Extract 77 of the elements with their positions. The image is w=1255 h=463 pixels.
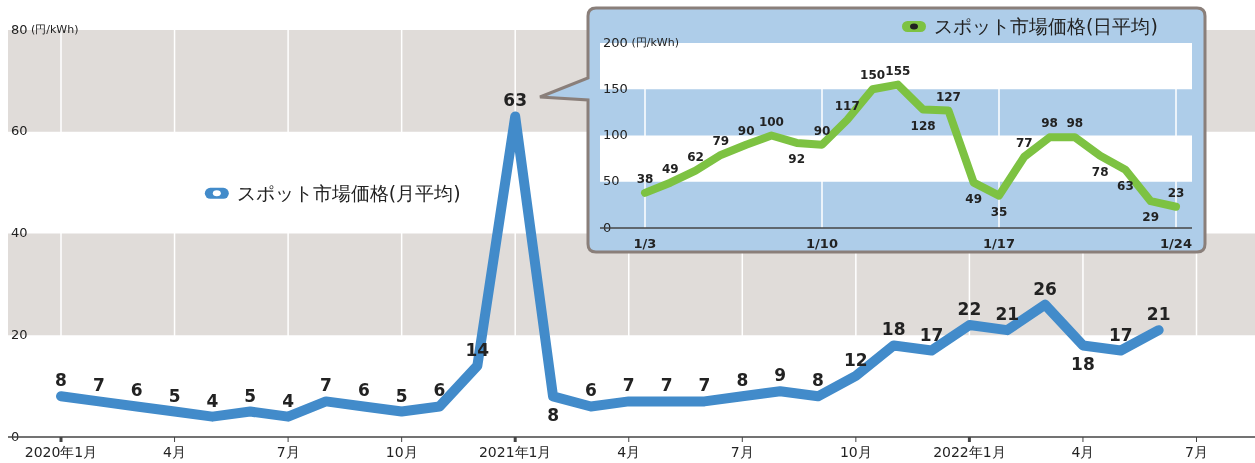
data-label: 17: [919, 324, 944, 345]
data-label: 98: [1041, 116, 1058, 131]
data-label: 21: [1146, 304, 1171, 325]
data-label: 128: [910, 118, 936, 133]
x-tick-label: 4月: [163, 444, 187, 460]
x-tick-label: 10月: [385, 444, 418, 460]
x-tick-label: 7月: [1185, 444, 1208, 460]
data-label: 79: [712, 133, 730, 148]
data-label: 29: [1142, 210, 1160, 225]
data-label: 78: [1091, 164, 1109, 179]
data-label: 12: [844, 349, 868, 370]
data-label: 4: [206, 390, 219, 411]
y-tick-label: 200: [603, 34, 628, 50]
data-label: 6: [584, 380, 597, 401]
data-label: 90: [813, 123, 831, 138]
data-label: 127: [935, 89, 961, 104]
x-tick-label: 1/17: [983, 236, 1015, 251]
data-label: 150: [860, 68, 886, 83]
data-label: 21: [995, 304, 1020, 325]
data-label: 4: [282, 390, 295, 411]
y-tick-label: 20: [11, 326, 28, 342]
data-label: 155: [885, 63, 911, 78]
data-label: 5: [395, 385, 408, 406]
data-label: 8: [812, 370, 824, 391]
x-tick-label: 2020年1月: [24, 444, 98, 460]
data-label: 92: [788, 151, 806, 166]
x-tick-label: 10月: [839, 444, 872, 460]
data-label: 6: [130, 380, 143, 401]
data-label: 49: [661, 161, 679, 176]
y-axis-title: (円/kWh): [631, 36, 680, 49]
x-tick-label: 2021年1月: [478, 444, 552, 460]
x-tick-label: 7月: [276, 444, 300, 460]
data-label: 6: [433, 380, 446, 401]
data-label: 17: [1108, 324, 1133, 345]
x-tick-label: 7月: [730, 444, 754, 460]
data-label: 63: [503, 90, 528, 111]
data-label: 8: [55, 370, 67, 391]
data-label: 6: [357, 380, 370, 401]
y-tick-label: 50: [603, 173, 620, 189]
legend-label: スポット市場価格(日平均): [934, 15, 1158, 37]
data-label: 8: [547, 405, 559, 426]
y-tick-label: 40: [11, 225, 28, 240]
x-tick-label: 1/3: [633, 236, 657, 251]
y-tick-label: 80: [11, 21, 28, 37]
data-label: 38: [636, 171, 654, 186]
data-label: 98: [1066, 116, 1084, 131]
data-label: 7: [698, 375, 711, 396]
data-label: 5: [168, 385, 181, 406]
data-label: 18: [1071, 354, 1095, 375]
data-label: 35: [990, 204, 1008, 219]
data-label: 9: [774, 365, 787, 386]
x-tick-label: 4月: [1071, 444, 1095, 460]
data-label: 7: [92, 375, 105, 396]
data-label: 5: [244, 385, 257, 406]
data-label: 18: [881, 319, 906, 340]
data-label: 77: [1015, 135, 1033, 150]
data-label: 7: [660, 375, 673, 396]
legend-label: スポット市場価格(月平均): [236, 181, 461, 204]
y-tick-label: 100: [603, 127, 628, 142]
y-axis-title: (円/kWh): [31, 23, 79, 36]
data-label: 100: [758, 114, 784, 129]
data-label: 26: [1033, 278, 1057, 299]
data-label: 49: [965, 191, 983, 206]
y-tick-label: 60: [11, 123, 28, 139]
data-label: 90: [737, 123, 755, 138]
data-label: 23: [1167, 185, 1185, 200]
x-tick-label: 1/10: [806, 236, 838, 251]
data-label: 8: [736, 370, 749, 391]
data-label: 7: [320, 375, 332, 396]
data-label: 22: [957, 299, 982, 320]
x-tick-label: 1/24: [1160, 236, 1192, 251]
data-label: 7: [622, 375, 635, 396]
x-tick-label: 2022年1月: [933, 444, 1006, 460]
y-tick-label: 150: [603, 80, 628, 96]
x-tick-label: 4月: [617, 444, 641, 460]
data-label: 63: [1117, 178, 1134, 193]
data-label: 62: [687, 149, 704, 164]
